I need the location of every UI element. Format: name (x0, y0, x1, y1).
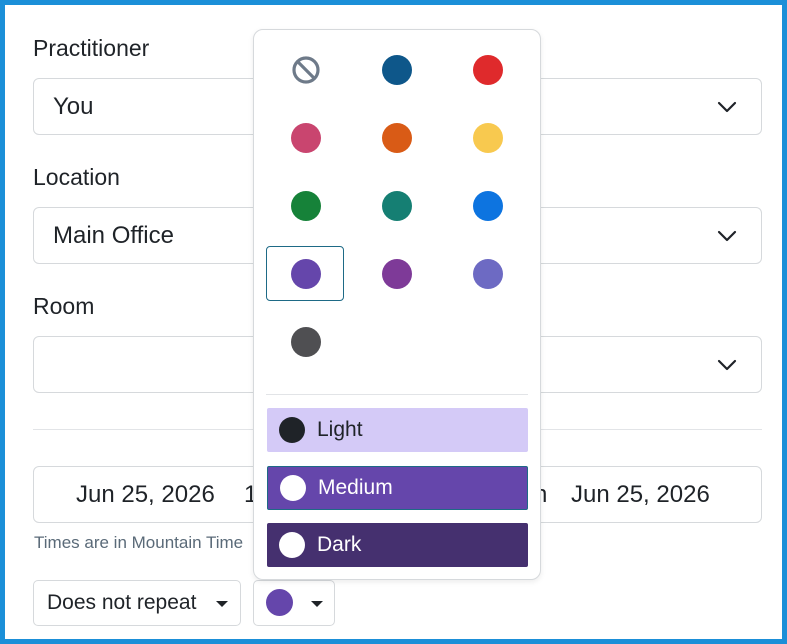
shade-dot-icon (279, 532, 305, 558)
practitioner-value: You (53, 92, 94, 120)
shade-label: Medium (318, 476, 393, 499)
color-swatch-magenta[interactable] (382, 259, 412, 289)
color-swatch-navy[interactable] (382, 55, 412, 85)
color-picker-popover: Light Medium Dark (253, 29, 541, 580)
color-swatch-teal[interactable] (382, 191, 412, 221)
timezone-note: Times are in Mountain Time (34, 533, 244, 552)
chevron-down-icon (717, 230, 737, 241)
color-swatch-pink[interactable] (291, 123, 321, 153)
practitioner-label: Practitioner (33, 35, 150, 61)
color-dropdown-button[interactable] (253, 580, 335, 626)
caret-down-icon (216, 601, 228, 607)
shade-option-light[interactable]: Light (267, 408, 528, 452)
shade-dot-icon (279, 417, 305, 443)
color-swatch-green[interactable] (291, 191, 321, 221)
start-date[interactable]: Jun 25, 2026 (76, 481, 215, 508)
shade-label: Dark (317, 533, 362, 556)
selected-color-dot (266, 589, 293, 616)
color-swatch-periwinkle[interactable] (473, 259, 503, 289)
shade-label: Light (317, 418, 363, 441)
chevron-down-icon (717, 101, 737, 112)
color-swatch-orange[interactable] (382, 123, 412, 153)
color-swatch-yellow[interactable] (473, 123, 503, 153)
shade-option-medium[interactable]: Medium (267, 466, 528, 510)
room-label: Room (33, 293, 95, 319)
end-date[interactable]: Jun 25, 2026 (571, 481, 710, 508)
repeat-label: Does not repeat (47, 591, 197, 614)
shade-dot-icon (280, 475, 306, 501)
color-swatch-purple[interactable] (291, 259, 321, 289)
repeat-dropdown[interactable]: Does not repeat (33, 580, 241, 626)
location-label: Location (33, 164, 120, 190)
caret-down-icon (311, 601, 323, 607)
color-swatch-blue[interactable] (473, 191, 503, 221)
color-swatch-red[interactable] (473, 55, 503, 85)
shade-option-dark[interactable]: Dark (267, 523, 528, 567)
location-value: Main Office (53, 221, 174, 249)
chevron-down-icon (717, 359, 737, 370)
no-color-icon[interactable] (291, 55, 321, 85)
popover-divider (266, 394, 528, 395)
selected-swatch-outline (266, 246, 344, 301)
color-swatch-gray[interactable] (291, 327, 321, 357)
